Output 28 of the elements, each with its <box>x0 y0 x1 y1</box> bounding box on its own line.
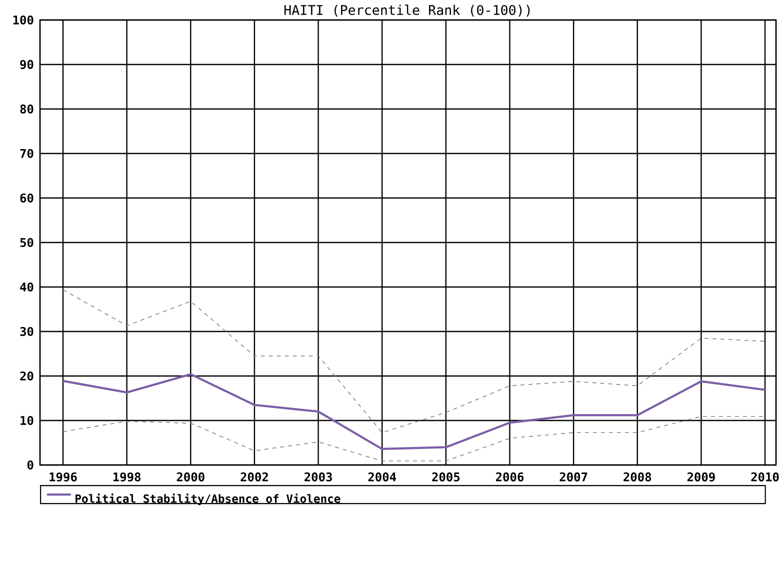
x-tick-label: 1998 <box>113 472 141 482</box>
y-tick-label: 80 <box>20 104 34 114</box>
x-tick-label: 2003 <box>304 472 332 482</box>
y-tick-label: 20 <box>20 371 34 381</box>
line-series <box>62 373 766 450</box>
y-tick-label: 30 <box>20 326 34 336</box>
y-tick-label: 0 <box>27 460 34 470</box>
x-tick-label: 2007 <box>560 472 588 482</box>
x-tick-label: 2009 <box>687 472 715 482</box>
y-tick-label: 50 <box>20 238 34 248</box>
y-tick-label: 40 <box>20 282 34 292</box>
y-tick-label: 70 <box>20 148 34 158</box>
x-tick-label: 2008 <box>624 472 652 482</box>
line-series <box>62 416 766 462</box>
y-tick-label: 60 <box>20 193 34 203</box>
y-tick-label: 10 <box>20 416 34 426</box>
x-tick-label: 2010 <box>751 472 779 482</box>
x-tick-label: 2005 <box>432 472 460 482</box>
line-series <box>62 289 766 433</box>
x-tick-label: 2002 <box>240 472 268 482</box>
x-tick-label: 1996 <box>50 472 77 482</box>
x-tick-label: 2006 <box>496 472 524 482</box>
y-tick-label: 100 <box>13 15 34 25</box>
chart-title: HAITI (Percentile Rank (0-100)) <box>284 4 530 17</box>
y-tick-label: 90 <box>20 60 34 70</box>
legend-label: Political Stability/Absence of Violence <box>76 494 340 506</box>
x-tick-label: 2000 <box>176 472 204 482</box>
x-tick-label: 2004 <box>368 472 396 482</box>
